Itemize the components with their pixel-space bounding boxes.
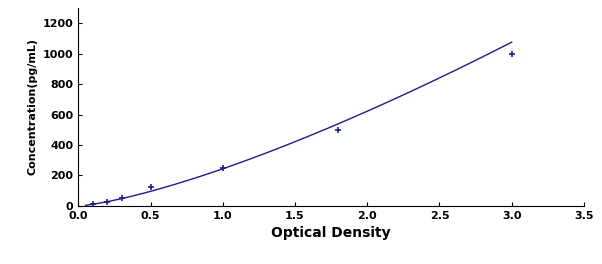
X-axis label: Optical Density: Optical Density [272, 226, 391, 240]
Y-axis label: Concentration(pg/mL): Concentration(pg/mL) [27, 39, 37, 175]
